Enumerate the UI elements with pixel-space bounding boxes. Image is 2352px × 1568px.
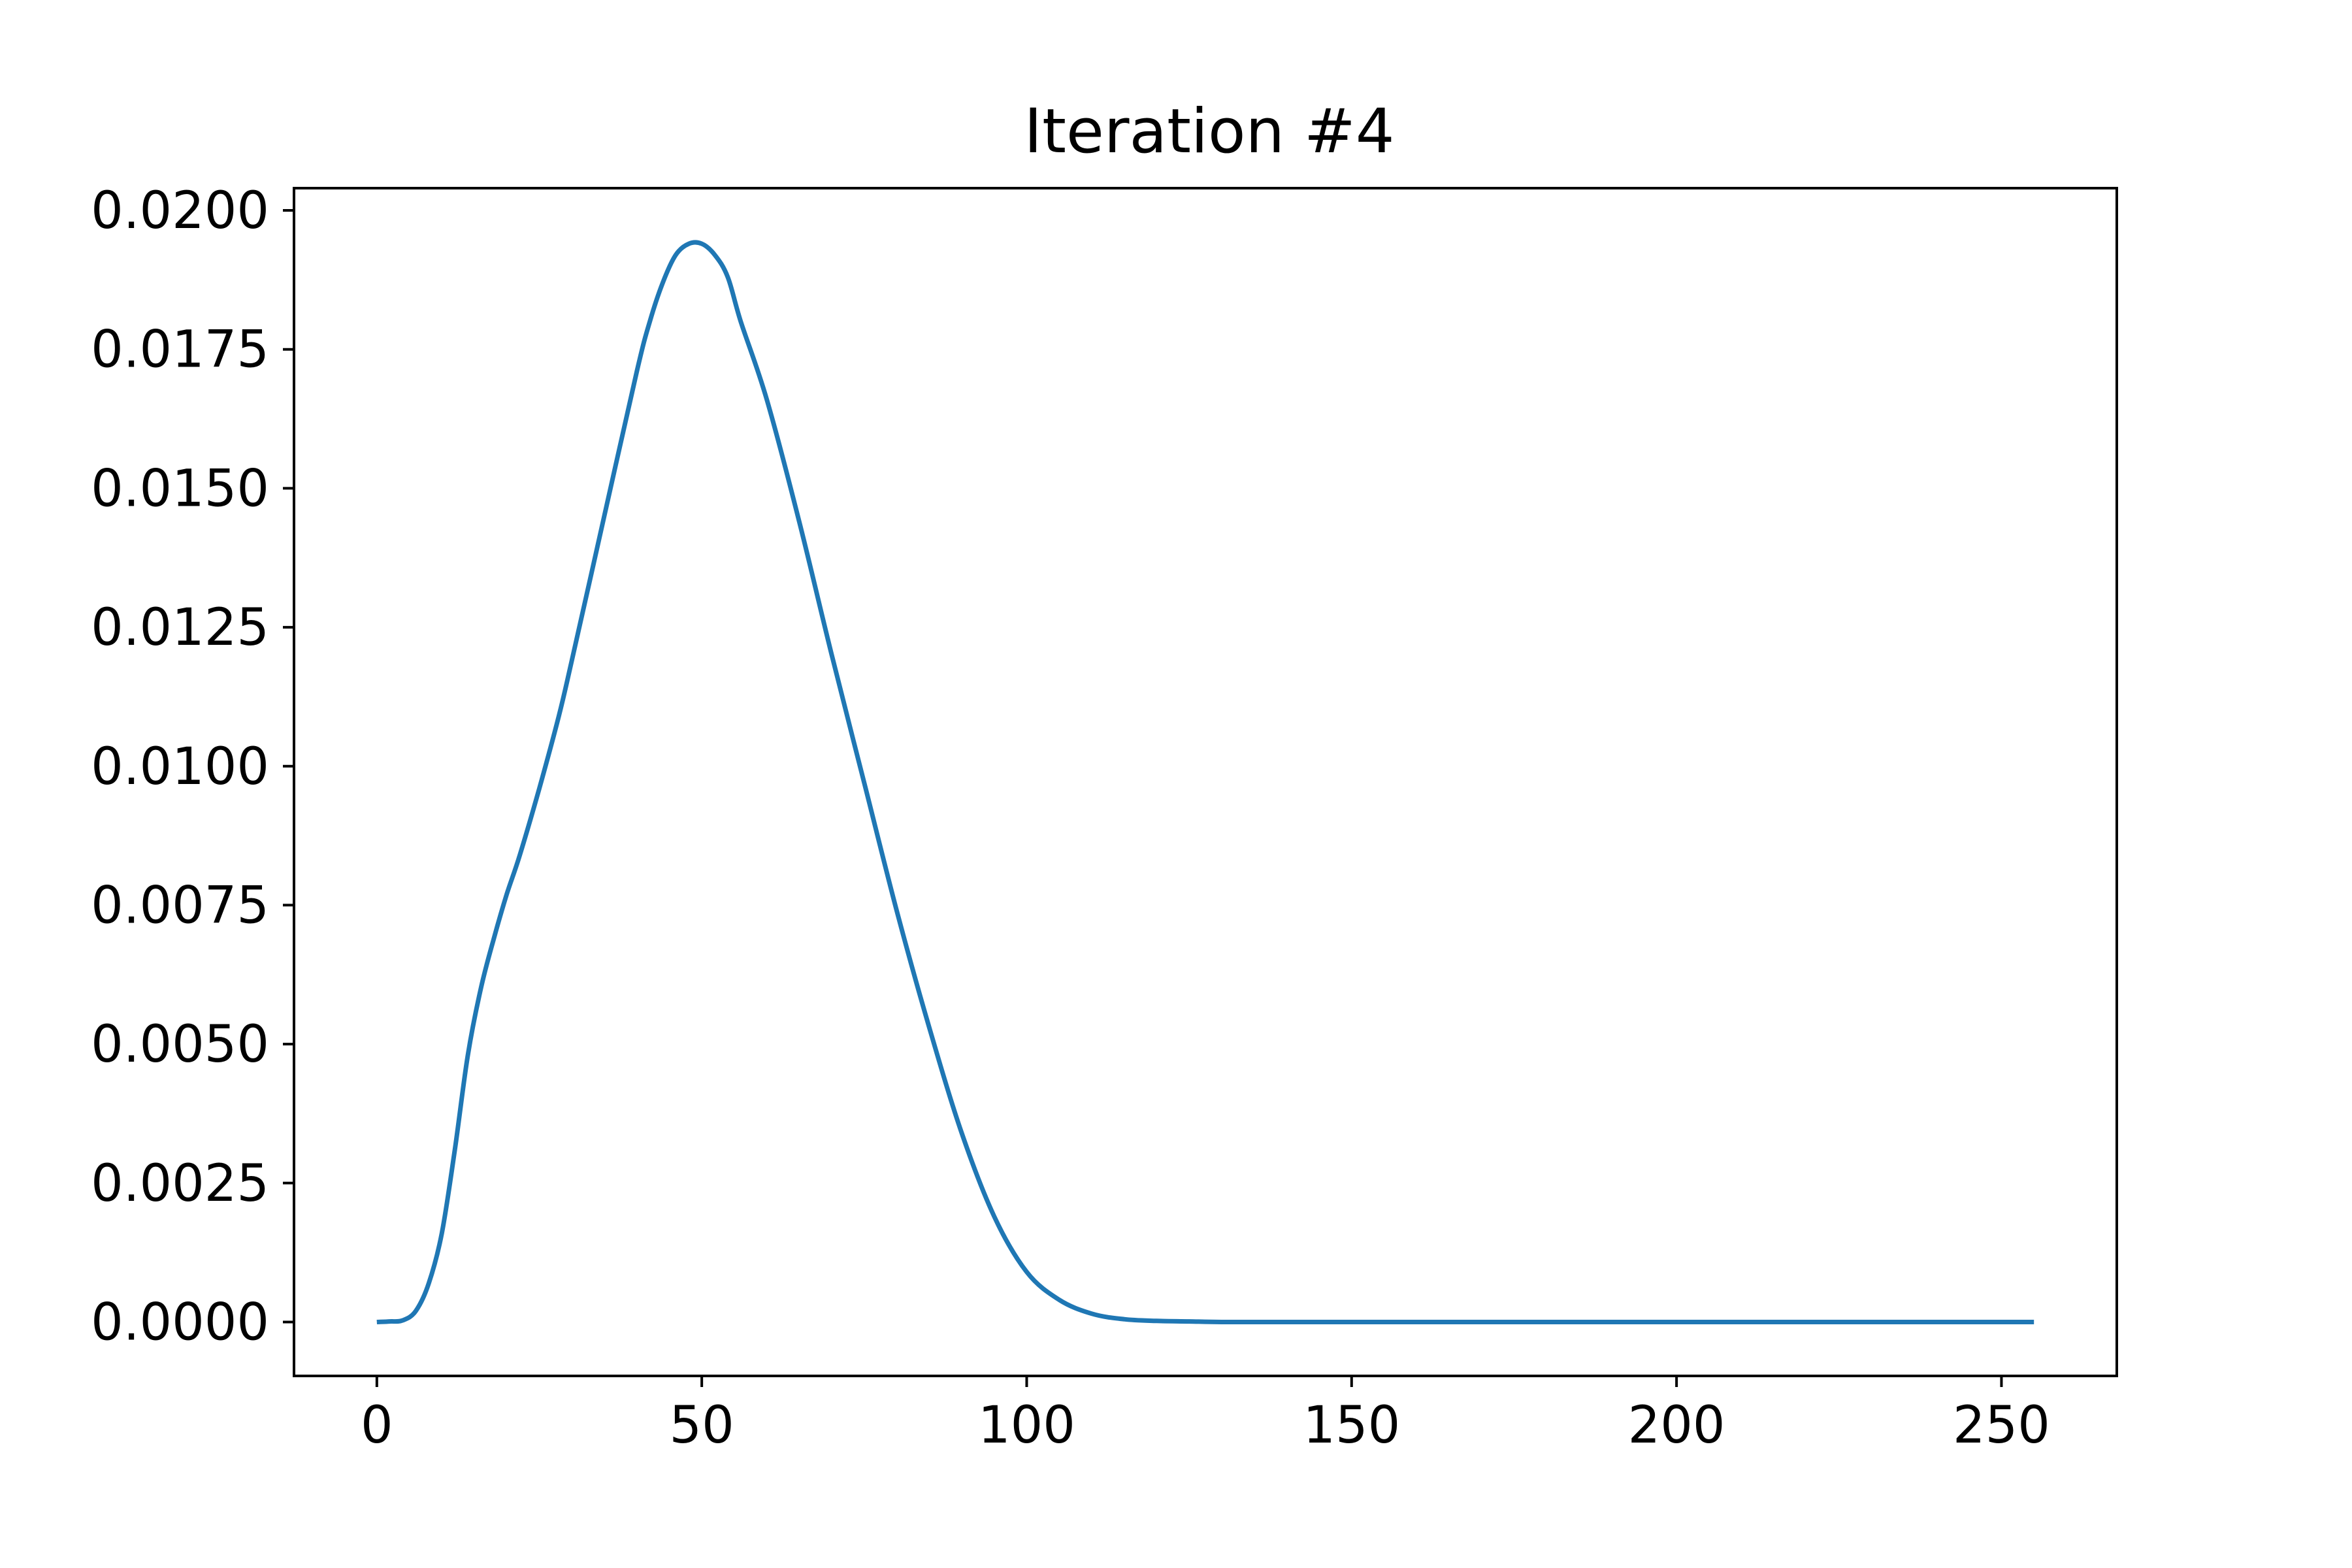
x-tick-label: 150 — [1303, 1396, 1400, 1455]
x-axis: 0 50 100 150 200 250 — [361, 1376, 2050, 1455]
x-tick-label: 0 — [361, 1396, 393, 1455]
x-tick-label: 100 — [978, 1396, 1075, 1455]
chart-title: Iteration #4 — [1024, 96, 1394, 167]
y-tick-label: 0.0100 — [91, 738, 269, 796]
plot-area — [293, 187, 2118, 1377]
y-tick-label: 0.0125 — [91, 598, 269, 657]
x-tick-label: 200 — [1628, 1396, 1725, 1455]
x-tick-label: 50 — [670, 1396, 734, 1455]
y-tick-label: 0.0025 — [91, 1154, 269, 1213]
y-tick-label: 0.0000 — [91, 1293, 269, 1352]
y-tick-label: 0.0050 — [91, 1015, 269, 1074]
y-tick-label: 0.0075 — [91, 876, 269, 935]
y-tick-label: 0.0200 — [91, 182, 269, 240]
series-line — [376, 240, 2034, 1325]
y-axis: 0.0000 0.0025 0.0050 0.0075 0.0100 0.0125 0.01… — [91, 182, 294, 1352]
y-tick-label: 0.0150 — [91, 459, 269, 518]
x-tick-label: 250 — [1953, 1396, 2050, 1455]
series-layer — [376, 240, 2034, 1325]
y-tick-label: 0.0175 — [91, 321, 269, 380]
